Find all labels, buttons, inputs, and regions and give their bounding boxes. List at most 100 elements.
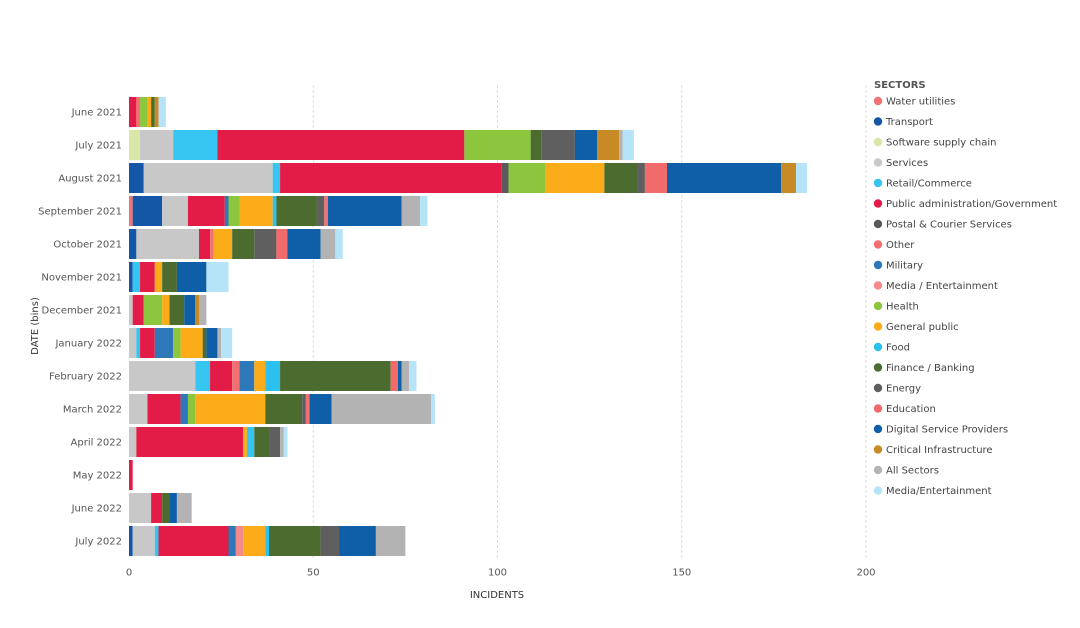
- bar-segment-water-utilities[interactable]: [210, 229, 214, 259]
- bar-segment-finance-banking[interactable]: [530, 130, 542, 160]
- bar-segment-services[interactable]: [140, 130, 174, 160]
- bar-segment-media-entertainment[interactable]: [795, 163, 808, 193]
- legend-marker-postal-courier-services[interactable]: [873, 219, 883, 229]
- bar-segment-digital-service-providers[interactable]: [327, 196, 402, 226]
- bar-segment-media-entertainment[interactable]: [431, 394, 435, 424]
- bar-segment-general-public[interactable]: [545, 163, 605, 193]
- bar-segment-public-administration-government[interactable]: [199, 229, 211, 259]
- bar-segment-services[interactable]: [129, 427, 137, 457]
- bar-segment-health[interactable]: [228, 196, 240, 226]
- legend-label-education[interactable]: Education: [886, 404, 936, 415]
- bar-segment-public-administration-government[interactable]: [132, 295, 144, 325]
- bar-segment-digital-service-providers[interactable]: [206, 328, 218, 358]
- bar-segment-all-sectors[interactable]: [619, 130, 623, 160]
- bar-segment-retail-commerce[interactable]: [173, 130, 218, 160]
- bar-segment-all-sectors[interactable]: [176, 493, 192, 523]
- legend-marker-finance-banking[interactable]: [873, 363, 883, 372]
- bar-segment-public-administration-government[interactable]: [210, 361, 233, 391]
- legend-marker-other[interactable]: [873, 240, 883, 249]
- bar-segment-education[interactable]: [276, 229, 288, 259]
- bar-segment-general-public[interactable]: [254, 361, 266, 391]
- bar-segment-other[interactable]: [136, 97, 141, 127]
- bar-segment-finance-banking[interactable]: [232, 229, 255, 259]
- bar-segment-retail-commerce[interactable]: [272, 163, 281, 193]
- bar-segment-public-administration-government[interactable]: [280, 163, 502, 193]
- bar-segment-retail-commerce[interactable]: [246, 427, 255, 457]
- legend-label-public-administration-government[interactable]: Public administration/Government: [886, 199, 1057, 210]
- bar-segment-finance-banking[interactable]: [254, 427, 270, 457]
- bar-segment-finance-banking[interactable]: [604, 163, 638, 193]
- bar-segment-all-sectors[interactable]: [401, 361, 410, 391]
- bar-segment-water-utilities[interactable]: [129, 196, 133, 226]
- bar-segment-finance-banking[interactable]: [151, 97, 155, 127]
- bar-segment-digital-service-providers[interactable]: [176, 262, 207, 292]
- legend-label-health[interactable]: Health: [886, 302, 919, 313]
- legend-label-retail-commerce[interactable]: Retail/Commerce: [886, 179, 972, 190]
- bar-segment-all-sectors[interactable]: [320, 229, 336, 259]
- legend-marker-digital-service-providers[interactable]: [873, 424, 883, 434]
- bar-segment-education[interactable]: [390, 361, 399, 391]
- legend-label-water-utilities[interactable]: Water utilities: [886, 97, 955, 108]
- bar-segment-finance-banking[interactable]: [162, 493, 170, 523]
- bar-segment-services[interactable]: [129, 295, 133, 325]
- bar-segment-finance-banking[interactable]: [276, 196, 317, 226]
- bar-segment-health[interactable]: [187, 394, 196, 424]
- bar-segment-digital-service-providers[interactable]: [184, 295, 196, 325]
- bar-segment-finance-banking[interactable]: [280, 361, 391, 391]
- legend-marker-services[interactable]: [873, 158, 883, 167]
- bar-segment-general-public[interactable]: [154, 262, 163, 292]
- bar-segment-general-public[interactable]: [213, 229, 233, 259]
- bar-segment-food[interactable]: [265, 526, 270, 556]
- bar-segment-general-public[interactable]: [243, 427, 247, 457]
- bar-segment-media-entertainment[interactable]: [235, 526, 244, 556]
- bar-segment-general-public[interactable]: [162, 295, 170, 325]
- bar-segment-media-entertainment[interactable]: [409, 361, 417, 391]
- legend-marker-food[interactable]: [873, 342, 883, 352]
- legend-marker-retail-commerce[interactable]: [873, 178, 883, 188]
- bar-segment-retail-commerce[interactable]: [195, 361, 211, 391]
- bar-segment-digital-service-providers[interactable]: [667, 163, 782, 193]
- legend-marker-military[interactable]: [873, 260, 883, 270]
- legend-label-digital-service-providers[interactable]: Digital Service Providers: [886, 425, 1008, 436]
- bar-segment-military[interactable]: [154, 328, 174, 358]
- bar-segment-education[interactable]: [644, 163, 668, 193]
- legend-marker-education[interactable]: [873, 404, 883, 413]
- legend-label-postal-courier-services[interactable]: Postal & Courier Services: [886, 220, 1012, 231]
- bar-segment-services[interactable]: [129, 493, 152, 523]
- bar-segment-other[interactable]: [324, 196, 328, 226]
- bar-segment-food[interactable]: [272, 196, 277, 226]
- bar-segment-energy[interactable]: [637, 163, 645, 193]
- bar-segment-transport[interactable]: [129, 229, 137, 259]
- bar-segment-general-public[interactable]: [195, 394, 266, 424]
- legend-marker-media-entertainment[interactable]: [873, 486, 883, 495]
- bar-segment-all-sectors[interactable]: [199, 295, 207, 325]
- bar-segment-digital-service-providers[interactable]: [169, 493, 177, 523]
- bar-segment-energy[interactable]: [541, 130, 575, 160]
- bar-segment-critical-infrastructure[interactable]: [154, 97, 159, 127]
- bar-segment-finance-banking[interactable]: [269, 526, 321, 556]
- legend-marker-critical-infrastructure[interactable]: [873, 445, 883, 454]
- bar-segment-retail-commerce[interactable]: [154, 526, 159, 556]
- bar-segment-digital-service-providers[interactable]: [339, 526, 376, 556]
- bar-segment-transport[interactable]: [129, 262, 133, 292]
- bar-segment-finance-banking[interactable]: [202, 328, 207, 358]
- bar-segment-health[interactable]: [140, 97, 148, 127]
- bar-segment-transport[interactable]: [129, 526, 133, 556]
- bar-segment-other[interactable]: [305, 394, 310, 424]
- legend-marker-health[interactable]: [873, 301, 883, 311]
- bar-segment-public-administration-government[interactable]: [151, 493, 163, 523]
- bar-segment-public-administration-government[interactable]: [129, 97, 137, 127]
- bar-segment-general-public[interactable]: [243, 526, 266, 556]
- bar-segment-postal-courier-services[interactable]: [501, 163, 509, 193]
- bar-segment-public-administration-government[interactable]: [140, 328, 155, 358]
- legend-label-military[interactable]: Military: [886, 261, 923, 272]
- bar-segment-retail-commerce[interactable]: [132, 262, 141, 292]
- legend-marker-general-public[interactable]: [873, 322, 883, 331]
- bar-segment-services[interactable]: [129, 394, 148, 424]
- legend-label-media-entertainment[interactable]: Media/Entertainment: [886, 486, 992, 497]
- bar-segment-all-sectors[interactable]: [375, 526, 406, 556]
- bar-segment-public-administration-government[interactable]: [217, 130, 465, 160]
- legend-label-finance-banking[interactable]: Finance / Banking: [886, 363, 975, 374]
- bar-segment-services[interactable]: [162, 196, 188, 226]
- bar-segment-general-public[interactable]: [239, 196, 273, 226]
